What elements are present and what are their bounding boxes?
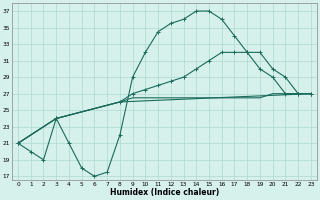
X-axis label: Humidex (Indice chaleur): Humidex (Indice chaleur)	[110, 188, 219, 197]
